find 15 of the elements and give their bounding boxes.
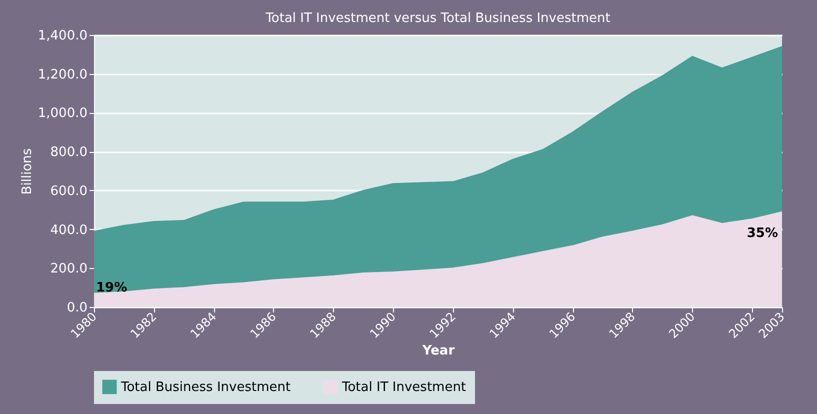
y-tick-label: 0.0 <box>66 300 88 316</box>
y-tick-label: 200.0 <box>50 262 88 277</box>
y-tick-label: 1,400.0 <box>38 28 88 44</box>
annotation: 19% <box>96 280 128 296</box>
y-axis-title: Billions <box>20 148 35 195</box>
y-tick-label: 1,200.0 <box>38 67 88 82</box>
annotation: 35% <box>746 226 778 242</box>
y-tick-label: 1,000.0 <box>38 106 88 122</box>
legend-label: Total Business Investment <box>120 380 291 395</box>
x-axis-title: Year <box>421 343 456 358</box>
legend-label: Total IT Investment <box>341 380 466 395</box>
chart-title: Total IT Investment versus Total Business Investment <box>264 11 610 26</box>
y-tick-label: 800.0 <box>50 145 88 160</box>
y-tick-label: 400.0 <box>50 222 88 238</box>
y-tick-label: 600.0 <box>50 184 88 199</box>
